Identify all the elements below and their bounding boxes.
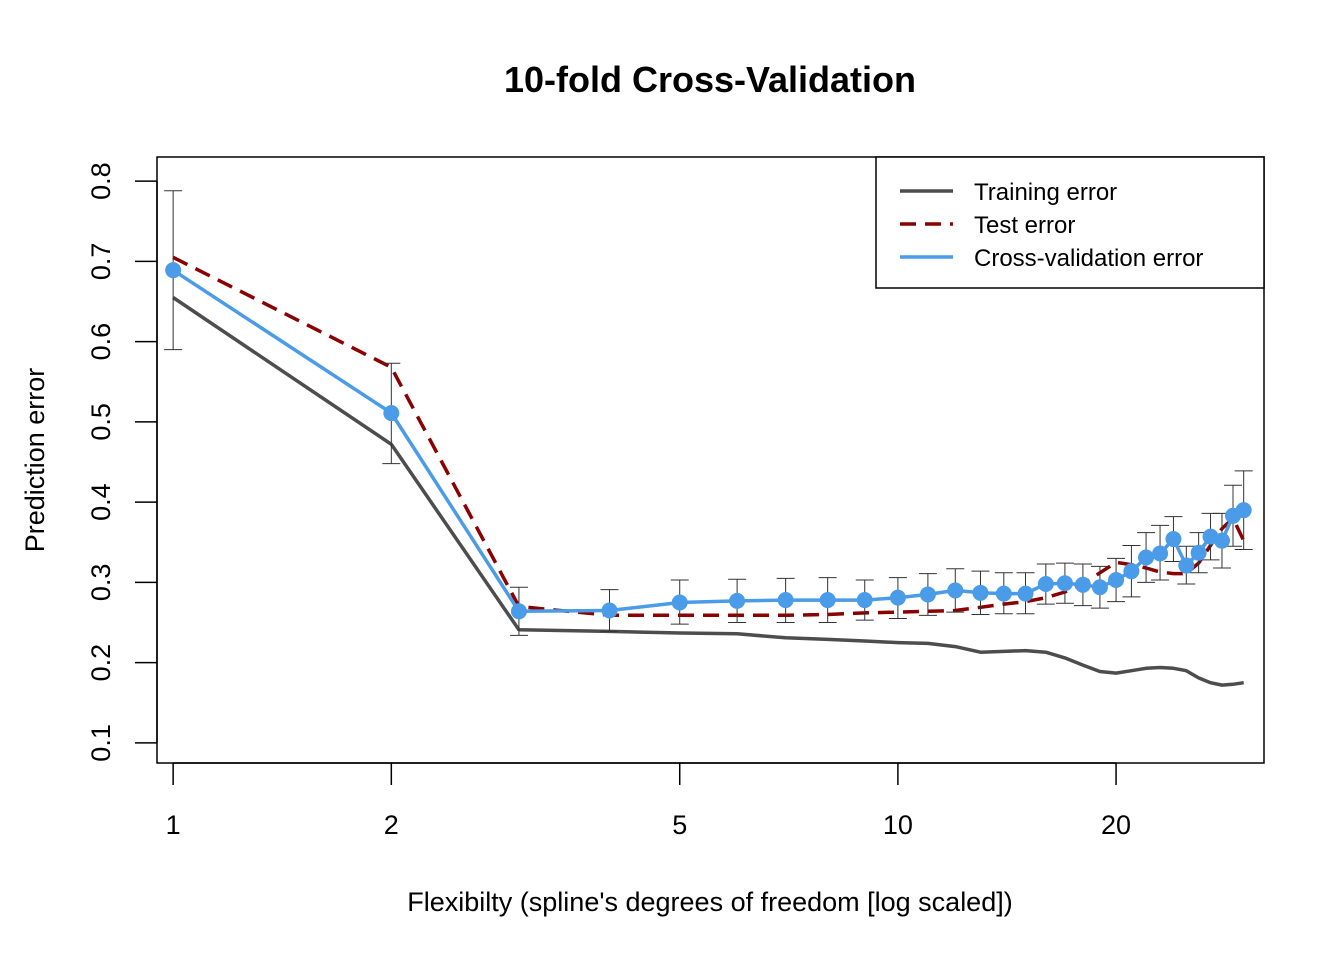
- cv-error-point: [510, 603, 527, 620]
- y-axis: 0.1 0.2 0.3 0.4 0.5 0.6 0.7 0.8: [86, 162, 158, 762]
- y-tick-label: 0.7: [86, 243, 116, 281]
- y-tick-label: 0.8: [86, 162, 116, 200]
- cv-error-point: [1235, 502, 1252, 519]
- cv-error-point: [972, 584, 989, 601]
- cv-error-point: [729, 592, 746, 609]
- cv-error-point: [165, 262, 182, 279]
- cv-error-point: [1108, 571, 1125, 588]
- y-tick-label: 0.6: [86, 323, 116, 361]
- y-tick-label: 0.1: [86, 724, 116, 762]
- cv-error-point: [856, 592, 873, 609]
- cv-error-point: [1074, 576, 1091, 593]
- cv-error-point: [889, 589, 906, 606]
- cv-error-point: [1017, 585, 1034, 602]
- test-error-line: [172, 255, 1246, 618]
- cv-error-point: [777, 592, 794, 609]
- cv-error-point: [383, 405, 400, 422]
- cv-error-point: [1138, 549, 1155, 566]
- x-tick-label: 2: [384, 810, 399, 840]
- cv-error-point: [919, 586, 936, 603]
- cv-error-point: [1190, 544, 1207, 561]
- legend-entry: Cross-validation error: [974, 245, 1203, 272]
- training-error-line: [172, 296, 1244, 687]
- x-axis: 1 2 5 10 20: [166, 762, 1131, 840]
- cv-error-point: [1152, 545, 1169, 562]
- cv-error-point: [995, 585, 1012, 602]
- cv-error-point: [1213, 532, 1230, 549]
- x-tick-label: 1: [166, 810, 181, 840]
- cv-error-line: [172, 268, 1245, 614]
- cv-error-point: [947, 582, 964, 599]
- cv-error-point: [601, 602, 618, 619]
- cv-error-point: [1056, 575, 1073, 592]
- legend-entry: Training error: [974, 179, 1117, 206]
- cv-error-point: [819, 592, 836, 609]
- x-tick-label: 20: [1101, 810, 1131, 840]
- legend: Training error Test error Cross-validation…: [875, 156, 1265, 289]
- series-layer: [164, 190, 1253, 687]
- x-axis-label: Flexibilty (spline's degrees of freedom …: [407, 887, 1012, 917]
- cv-error-point: [1091, 579, 1108, 596]
- y-tick-label: 0.2: [86, 644, 116, 682]
- y-tick-label: 0.5: [86, 403, 116, 441]
- y-tick-label: 0.3: [86, 564, 116, 602]
- x-tick-label: 10: [883, 810, 913, 840]
- cv-error-point: [1178, 557, 1195, 574]
- cv-error-point: [671, 594, 688, 611]
- y-axis-label: Prediction error: [20, 368, 50, 553]
- chart-title: 10-fold Cross-Validation: [504, 59, 916, 100]
- y-tick-label: 0.4: [86, 483, 116, 521]
- cv-error-point: [1165, 531, 1182, 548]
- cv-error-point: [1037, 576, 1054, 593]
- x-tick-label: 5: [672, 810, 687, 840]
- legend-entry: Test error: [974, 212, 1075, 239]
- cv-error-point: [1123, 563, 1140, 580]
